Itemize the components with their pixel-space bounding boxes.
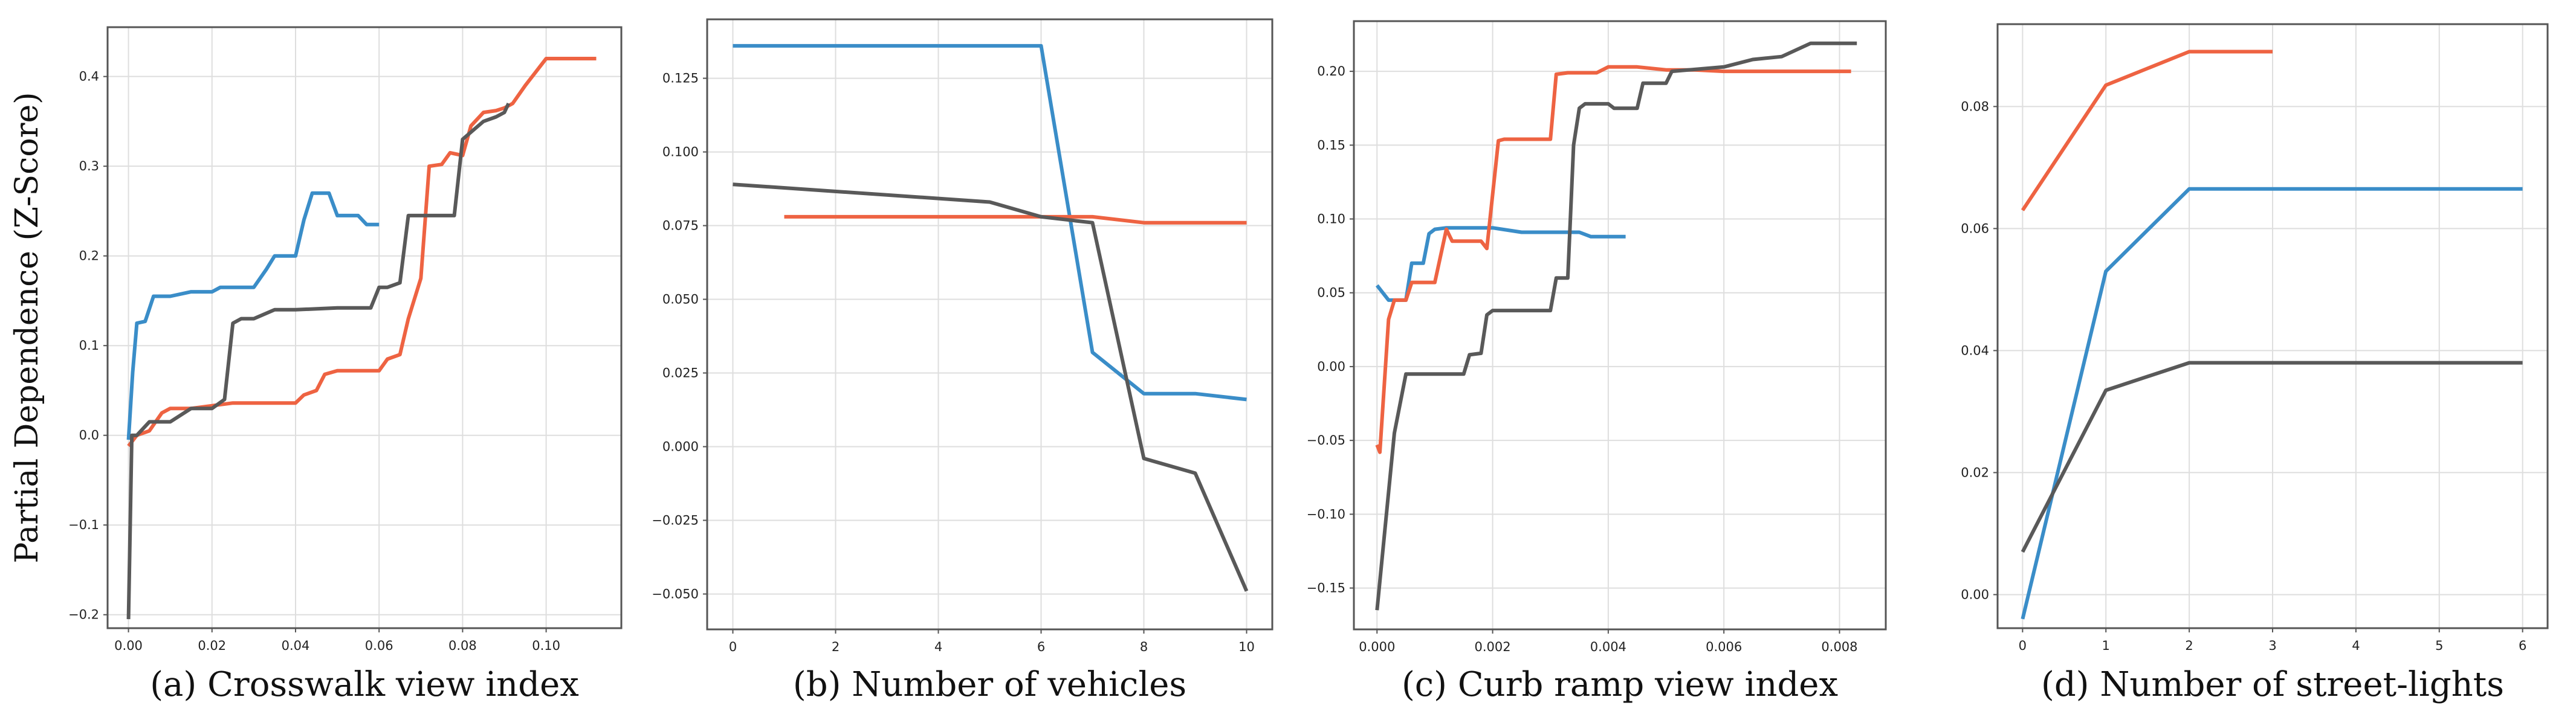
y-tick-label: −0.2	[68, 608, 99, 622]
x-tick-label: 4	[2352, 638, 2360, 653]
series-line-blue	[1375, 226, 1626, 302]
x-tick-label: 2	[832, 640, 840, 654]
y-tick-label: −0.15	[1307, 581, 1345, 596]
x-tick-label: 0	[729, 640, 737, 654]
y-tick-label: 0.15	[1317, 138, 1345, 152]
x-axis-label: (b) Number of vehicles	[793, 665, 1186, 704]
y-tick-label: −0.05	[1307, 433, 1345, 448]
x-tick-label: 0.10	[532, 638, 560, 653]
plot-frame	[706, 18, 1273, 631]
x-tick-label: 0.004	[1590, 640, 1626, 654]
x-tick-label: 3	[2268, 638, 2276, 653]
y-tick-label: 0.000	[662, 439, 699, 454]
series-line-orange	[2021, 50, 2273, 211]
chart-panel-b: 0 2 4 6 8 10 −0.050 −0.025 0.000 0.025 0.050 0.075 0…	[652, 18, 1273, 704]
series-line-gray	[733, 182, 1249, 592]
series-line-orange	[1375, 65, 1851, 454]
x-axis-label: (d) Number of street-lights	[2041, 665, 2504, 704]
series-line-gray	[2021, 361, 2523, 553]
x-tick-label: 4	[934, 640, 942, 654]
series-line-blue	[733, 43, 1247, 402]
y-tick-label: 0.08	[1961, 99, 1989, 114]
y-tick-label: 0.050	[662, 292, 699, 307]
series-line-orange	[127, 57, 597, 448]
series-line-blue	[2021, 187, 2523, 620]
series-line-gray	[1375, 41, 1857, 611]
x-tick-label: 0	[2019, 638, 2027, 653]
x-tick-label: 8	[1140, 640, 1148, 654]
y-tick-label: 0.025	[662, 366, 699, 381]
y-tick-label: 0.3	[79, 159, 99, 173]
y-tick-label: 0.075	[662, 219, 699, 233]
y-tick-label: 0.05	[1317, 286, 1345, 300]
y-axis-label: Partial Dependence (Z-Score)	[9, 92, 45, 563]
chart-panel-d: 0 1 2 3 4 5 6 0.00 0.02 0.04 0.06 0.08 (d) Number of…	[1961, 23, 2549, 704]
y-tick-label: 0.20	[1317, 64, 1345, 79]
x-tick-label: 1	[2102, 638, 2110, 653]
y-tick-label: 0.125	[662, 71, 699, 86]
x-tick-label: 6	[2519, 638, 2526, 653]
y-tick-label: −0.050	[652, 586, 699, 601]
plot-frame	[1353, 20, 1887, 631]
y-tick-label: 0.2	[79, 249, 99, 263]
x-tick-label: 5	[2435, 638, 2443, 653]
y-tick-label: 0.06	[1961, 221, 1989, 236]
y-tick-label: 0.0	[79, 428, 99, 443]
x-tick-label: 0.08	[448, 638, 477, 653]
y-tick-label: 0.1	[79, 338, 99, 353]
x-tick-label: 0.04	[282, 638, 310, 653]
y-tick-label: −0.1	[68, 518, 99, 532]
y-tick-label: 0.00	[1961, 587, 1989, 602]
y-tick-label: 0.4	[79, 69, 99, 84]
y-tick-label: 0.00	[1317, 359, 1345, 374]
x-tick-label: 0.00	[114, 638, 143, 653]
y-tick-label: 0.04	[1961, 343, 1989, 358]
x-tick-label: 6	[1037, 640, 1045, 654]
x-tick-label: 0.02	[198, 638, 226, 653]
x-tick-label: 0.06	[365, 638, 393, 653]
x-axis-label: (c) Curb ramp view index	[1402, 665, 1838, 704]
x-tick-label: 0.002	[1475, 640, 1511, 654]
y-tick-label: −0.025	[652, 513, 699, 527]
x-tick-label: 2	[2185, 638, 2193, 653]
y-tick-label: 0.10	[1317, 212, 1345, 227]
x-tick-label: 0.006	[1706, 640, 1742, 654]
series-line-orange	[784, 214, 1247, 225]
plot-frame	[106, 26, 623, 629]
x-tick-label: 0.008	[1821, 640, 1857, 654]
series-line-blue	[126, 191, 380, 440]
y-tick-label: 0.100	[662, 145, 699, 159]
chart-panel-a: 0.00 0.02 0.04 0.06 0.08 0.10 −0.2 −0.1 0.0 0.1 0.…	[9, 26, 623, 704]
y-tick-label: −0.10	[1307, 507, 1345, 521]
series-line-gray	[126, 102, 511, 620]
x-tick-label: 10	[1238, 640, 1255, 654]
x-axis-label: (a) Crosswalk view index	[150, 665, 579, 704]
chart-panel-c: 0.000 0.002 0.004 0.006 0.008 −0.15 −0.10 −0.05…	[1307, 20, 1887, 704]
y-tick-label: 0.02	[1961, 465, 1989, 480]
x-tick-label: 0.000	[1359, 640, 1395, 654]
